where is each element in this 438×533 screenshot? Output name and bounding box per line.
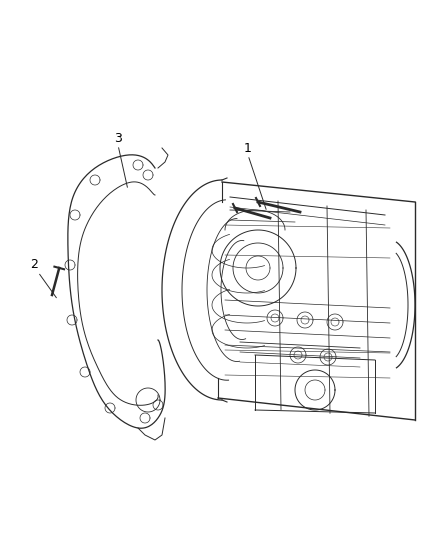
Text: 2: 2 xyxy=(30,259,38,271)
Text: 3: 3 xyxy=(114,132,122,144)
Text: 1: 1 xyxy=(244,141,252,155)
